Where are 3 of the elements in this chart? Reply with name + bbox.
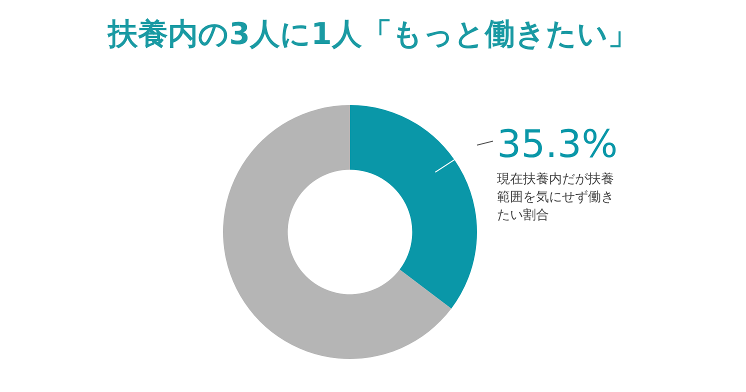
data-label: 35.3% [497,122,618,166]
slice-label: 現在扶養内だが扶養範囲を気にせず働きたい割合 [497,172,614,224]
chart-title: 扶養内の3人に1人「もっと働きたい」 [106,16,639,54]
